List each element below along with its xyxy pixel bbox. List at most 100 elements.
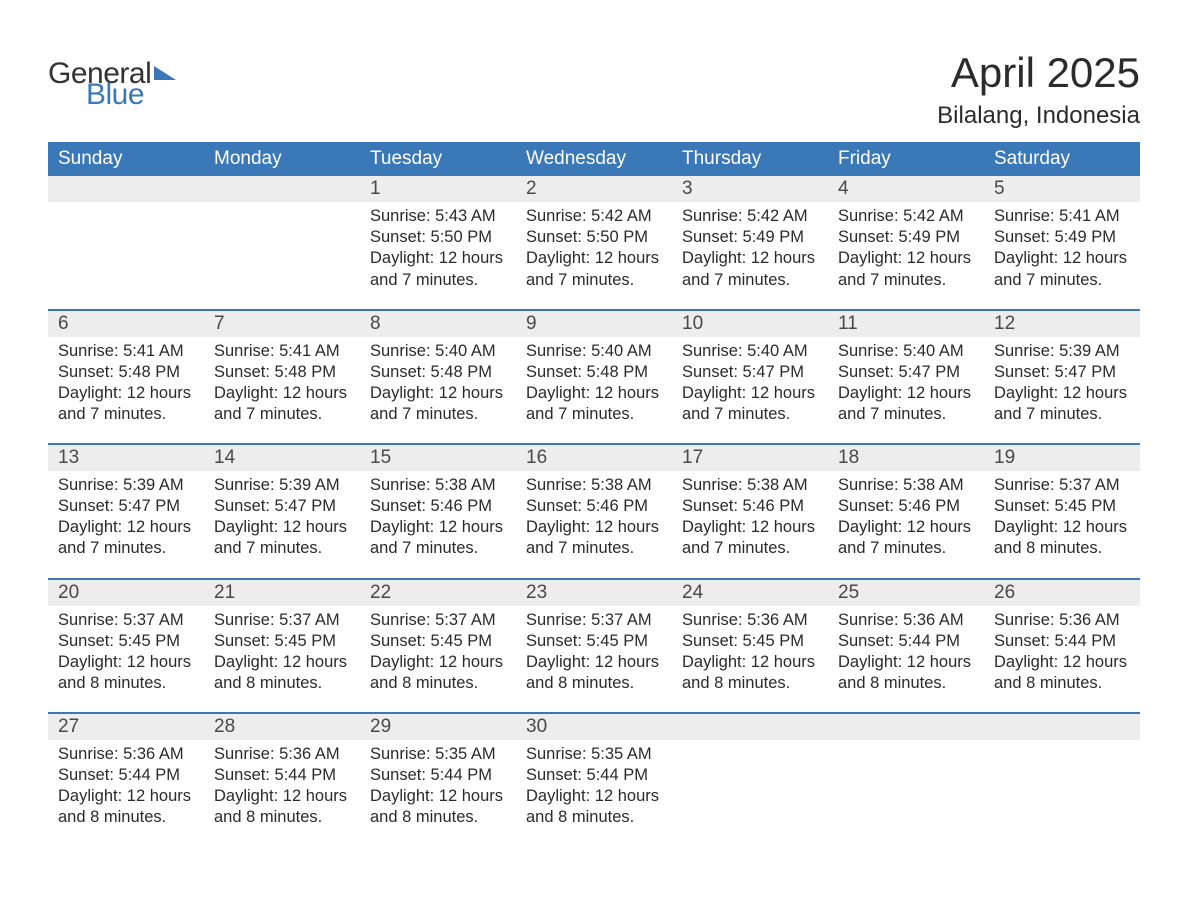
location-label: Bilalang, Indonesia — [937, 102, 1140, 130]
day-cell: Sunrise: 5:40 AMSunset: 5:47 PMDaylight:… — [828, 337, 984, 444]
sunset-line: Sunset: 5:45 PM — [214, 631, 350, 652]
day-number: 3 — [682, 178, 693, 199]
day-cell: Sunrise: 5:37 AMSunset: 5:45 PMDaylight:… — [204, 606, 360, 713]
day-number-cell: 18 — [828, 444, 984, 471]
sunrise-line: Sunrise: 5:42 AM — [682, 206, 818, 227]
day-cell: Sunrise: 5:39 AMSunset: 5:47 PMDaylight:… — [48, 471, 204, 578]
daylight-line: Daylight: 12 hours and 7 minutes. — [682, 517, 818, 559]
day-number-cell — [828, 713, 984, 740]
day-cell: Sunrise: 5:40 AMSunset: 5:48 PMDaylight:… — [516, 337, 672, 444]
sunset-line: Sunset: 5:47 PM — [682, 362, 818, 383]
sunrise-line: Sunrise: 5:36 AM — [838, 610, 974, 631]
day-content: Sunrise: 5:39 AMSunset: 5:47 PMDaylight:… — [204, 471, 360, 559]
day-cell: Sunrise: 5:40 AMSunset: 5:47 PMDaylight:… — [672, 337, 828, 444]
day-number-cell: 28 — [204, 713, 360, 740]
day-content: Sunrise: 5:42 AMSunset: 5:49 PMDaylight:… — [828, 202, 984, 290]
day-number: 29 — [370, 716, 391, 737]
sunset-line: Sunset: 5:46 PM — [526, 496, 662, 517]
day-number-cell: 10 — [672, 310, 828, 337]
daylight-line: Daylight: 12 hours and 7 minutes. — [370, 383, 506, 425]
sunrise-line: Sunrise: 5:39 AM — [58, 475, 194, 496]
day-number: 11 — [838, 313, 858, 334]
flag-icon — [154, 66, 176, 80]
sunset-line: Sunset: 5:44 PM — [838, 631, 974, 652]
daylight-line: Daylight: 12 hours and 8 minutes. — [214, 652, 350, 694]
day-number: 19 — [994, 447, 1015, 468]
sunrise-line: Sunrise: 5:38 AM — [370, 475, 506, 496]
sunset-line: Sunset: 5:50 PM — [370, 227, 506, 248]
day-cell: Sunrise: 5:41 AMSunset: 5:48 PMDaylight:… — [204, 337, 360, 444]
day-content: Sunrise: 5:40 AMSunset: 5:48 PMDaylight:… — [360, 337, 516, 425]
daylight-line: Daylight: 12 hours and 7 minutes. — [370, 248, 506, 290]
day-number-cell — [672, 713, 828, 740]
day-number: 16 — [526, 447, 547, 468]
sunset-line: Sunset: 5:48 PM — [526, 362, 662, 383]
sunset-line: Sunset: 5:46 PM — [370, 496, 506, 517]
daylight-line: Daylight: 12 hours and 8 minutes. — [370, 786, 506, 828]
sunrise-line: Sunrise: 5:41 AM — [58, 341, 194, 362]
sunset-line: Sunset: 5:48 PM — [370, 362, 506, 383]
daylight-line: Daylight: 12 hours and 8 minutes. — [838, 652, 974, 694]
day-number-cell: 11 — [828, 310, 984, 337]
sunrise-line: Sunrise: 5:35 AM — [370, 744, 506, 765]
logo-word-2: Blue — [86, 81, 176, 110]
day-cell: Sunrise: 5:41 AMSunset: 5:48 PMDaylight:… — [48, 337, 204, 444]
day-cell: Sunrise: 5:37 AMSunset: 5:45 PMDaylight:… — [516, 606, 672, 713]
day-number-cell: 8 — [360, 310, 516, 337]
day-number-cell: 23 — [516, 579, 672, 606]
sunrise-line: Sunrise: 5:38 AM — [838, 475, 974, 496]
week-content-row: Sunrise: 5:43 AMSunset: 5:50 PMDaylight:… — [48, 202, 1140, 309]
sunrise-line: Sunrise: 5:38 AM — [682, 475, 818, 496]
daylight-line: Daylight: 12 hours and 8 minutes. — [526, 652, 662, 694]
day-number: 4 — [838, 178, 849, 199]
day-cell: Sunrise: 5:41 AMSunset: 5:49 PMDaylight:… — [984, 202, 1140, 309]
day-cell: Sunrise: 5:36 AMSunset: 5:44 PMDaylight:… — [828, 606, 984, 713]
day-number: 18 — [838, 447, 859, 468]
day-number: 13 — [58, 447, 79, 468]
day-content: Sunrise: 5:37 AMSunset: 5:45 PMDaylight:… — [48, 606, 204, 694]
day-number: 6 — [58, 313, 69, 334]
day-content: Sunrise: 5:37 AMSunset: 5:45 PMDaylight:… — [204, 606, 360, 694]
day-number-cell — [48, 176, 204, 202]
day-cell: Sunrise: 5:42 AMSunset: 5:49 PMDaylight:… — [828, 202, 984, 309]
sunrise-line: Sunrise: 5:42 AM — [526, 206, 662, 227]
sunrise-line: Sunrise: 5:38 AM — [526, 475, 662, 496]
day-number-row: 13141516171819 — [48, 444, 1140, 471]
day-content: Sunrise: 5:37 AMSunset: 5:45 PMDaylight:… — [516, 606, 672, 694]
day-content: Sunrise: 5:42 AMSunset: 5:50 PMDaylight:… — [516, 202, 672, 290]
daylight-line: Daylight: 12 hours and 8 minutes. — [214, 786, 350, 828]
sunset-line: Sunset: 5:46 PM — [838, 496, 974, 517]
daylight-line: Daylight: 12 hours and 7 minutes. — [838, 248, 974, 290]
day-number: 24 — [682, 582, 703, 603]
col-header: Thursday — [672, 142, 828, 176]
day-number: 17 — [682, 447, 703, 468]
sunrise-line: Sunrise: 5:36 AM — [682, 610, 818, 631]
sunset-line: Sunset: 5:47 PM — [994, 362, 1130, 383]
day-content: Sunrise: 5:36 AMSunset: 5:44 PMDaylight:… — [984, 606, 1140, 694]
sunset-line: Sunset: 5:48 PM — [214, 362, 350, 383]
day-number: 28 — [214, 716, 235, 737]
day-number-cell: 22 — [360, 579, 516, 606]
daylight-line: Daylight: 12 hours and 8 minutes. — [370, 652, 506, 694]
day-cell: Sunrise: 5:37 AMSunset: 5:45 PMDaylight:… — [360, 606, 516, 713]
day-number-cell: 25 — [828, 579, 984, 606]
day-number: 14 — [214, 447, 235, 468]
sunset-line: Sunset: 5:44 PM — [526, 765, 662, 786]
week-content-row: Sunrise: 5:36 AMSunset: 5:44 PMDaylight:… — [48, 740, 1140, 846]
sunrise-line: Sunrise: 5:37 AM — [370, 610, 506, 631]
daylight-line: Daylight: 12 hours and 7 minutes. — [214, 517, 350, 559]
sunrise-line: Sunrise: 5:39 AM — [994, 341, 1130, 362]
day-cell: Sunrise: 5:37 AMSunset: 5:45 PMDaylight:… — [984, 471, 1140, 578]
daylight-line: Daylight: 12 hours and 7 minutes. — [838, 517, 974, 559]
day-number: 1 — [370, 178, 381, 199]
sunrise-line: Sunrise: 5:40 AM — [370, 341, 506, 362]
day-content: Sunrise: 5:38 AMSunset: 5:46 PMDaylight:… — [828, 471, 984, 559]
day-cell: Sunrise: 5:38 AMSunset: 5:46 PMDaylight:… — [672, 471, 828, 578]
sunset-line: Sunset: 5:45 PM — [526, 631, 662, 652]
sunset-line: Sunset: 5:48 PM — [58, 362, 194, 383]
sunset-line: Sunset: 5:44 PM — [994, 631, 1130, 652]
sunset-line: Sunset: 5:50 PM — [526, 227, 662, 248]
daylight-line: Daylight: 12 hours and 7 minutes. — [526, 248, 662, 290]
day-cell: Sunrise: 5:36 AMSunset: 5:45 PMDaylight:… — [672, 606, 828, 713]
sunset-line: Sunset: 5:44 PM — [58, 765, 194, 786]
